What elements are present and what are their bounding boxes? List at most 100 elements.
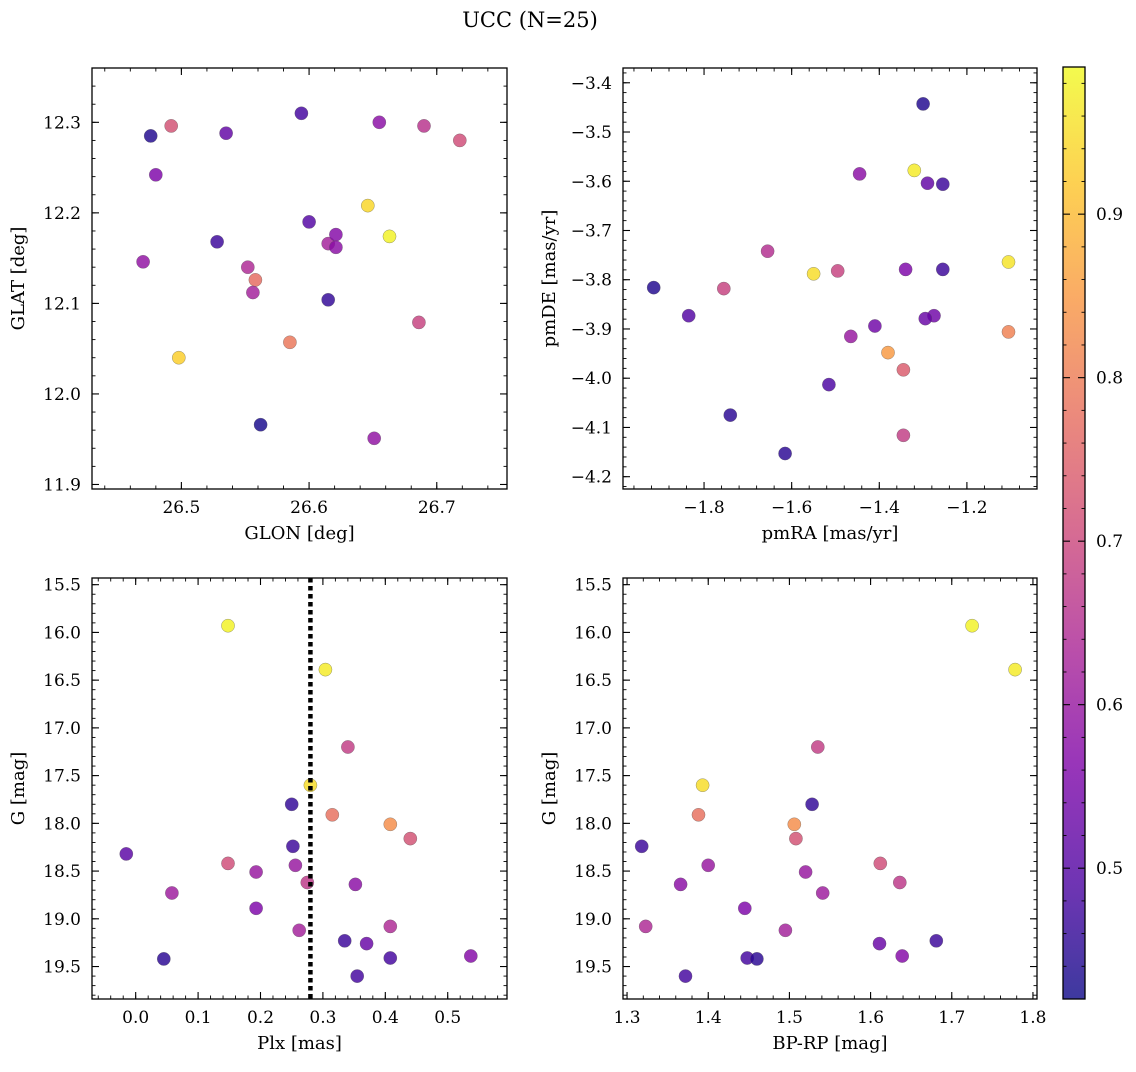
x-tick-label: 26.7 — [418, 498, 456, 518]
data-point — [638, 919, 653, 934]
x-axis-label: GLON [deg] — [244, 523, 354, 544]
y-tick-label: 19.5 — [574, 958, 612, 978]
data-point — [382, 229, 397, 244]
data-point — [329, 227, 343, 242]
y-tick-label: −3.4 — [571, 74, 612, 94]
data-point — [872, 936, 887, 951]
y-tick-label: −4.2 — [571, 468, 612, 488]
x-tick-label: −1.4 — [859, 498, 900, 518]
data-point — [360, 198, 375, 213]
data-point — [337, 933, 352, 948]
data-point — [716, 281, 731, 296]
y-tick-label: 17.5 — [574, 767, 612, 787]
data-point — [737, 901, 752, 916]
panel-3: 0.0 0.1 0.2 0.3 0.4 0.5 15.5 16.0 16.5 17.0 17.5 18… — [8, 576, 508, 1054]
data-point — [806, 266, 821, 281]
data-point — [678, 969, 693, 983]
x-tick-label: 26.6 — [290, 498, 328, 518]
x-tick-label: −1.2 — [946, 498, 987, 518]
y-tick-label: −3.8 — [571, 271, 612, 291]
data-point — [219, 126, 233, 141]
data-point — [1008, 662, 1022, 677]
data-point — [935, 177, 950, 192]
x-tick-label: 0.1 — [185, 1008, 212, 1028]
data-point — [321, 292, 336, 307]
data-point — [787, 817, 802, 832]
x-tick-label: −1.6 — [771, 498, 812, 518]
x-tick-label: 0.0 — [122, 1008, 149, 1028]
axes-frame — [91, 577, 508, 1000]
figure-title: UCC (N=25) — [462, 8, 598, 32]
data-point — [412, 315, 426, 330]
y-tick-label: 12.3 — [43, 113, 81, 133]
axes-frame — [622, 577, 1038, 1000]
data-point — [283, 335, 297, 350]
axes-frame — [622, 67, 1038, 490]
data-point — [403, 831, 418, 846]
y-tick-label: 16.5 — [43, 671, 81, 691]
data-point — [249, 901, 263, 916]
data-point — [691, 807, 706, 822]
data-point — [383, 951, 398, 965]
data-point — [372, 115, 387, 130]
data-point — [868, 319, 882, 333]
data-point — [789, 831, 803, 846]
y-axis-label: G [mag] — [539, 752, 560, 825]
data-point — [822, 377, 836, 392]
data-point — [695, 778, 710, 793]
x-tick-label: 0.2 — [247, 1008, 274, 1028]
data-point — [881, 345, 895, 360]
axes-frame — [91, 67, 508, 490]
y-tick-label: 12.1 — [43, 294, 81, 314]
data-point — [294, 106, 309, 121]
y-tick-label: −3.7 — [571, 221, 612, 241]
data-point — [778, 446, 792, 461]
y-tick-label: 19.0 — [574, 910, 612, 930]
data-point — [171, 350, 186, 365]
data-point — [221, 856, 235, 871]
colorbar-tick-label: 0.8 — [1096, 369, 1123, 389]
x-tick-label: 1.8 — [1019, 1008, 1046, 1028]
data-point — [156, 952, 171, 966]
colorbar-tick-label: 0.7 — [1096, 532, 1123, 552]
y-tick-label: 16.0 — [574, 623, 612, 643]
data-point — [246, 285, 260, 300]
data-point — [1001, 325, 1016, 339]
y-tick-label: −3.6 — [571, 172, 612, 192]
panel-1: 26.5 26.6 26.7 11.9 12.0 12.1 12.2 12.3 GLON [de… — [8, 67, 508, 544]
data-point — [240, 260, 255, 275]
y-axis-label: pmDE [mas/yr] — [539, 210, 560, 348]
data-point — [815, 886, 830, 900]
data-point — [292, 923, 307, 938]
data-point — [907, 163, 922, 178]
data-point — [253, 417, 268, 432]
y-tick-label: 18.5 — [43, 862, 81, 882]
data-point — [164, 119, 179, 133]
colorbar: 0.5 0.6 0.7 0.8 0.9 — [1062, 66, 1123, 1000]
panel-4: 1.3 1.4 1.5 1.6 1.7 1.8 15.5 16.0 16.5 17.0 17.5 18… — [539, 576, 1046, 1054]
x-tick-label: −1.8 — [683, 498, 724, 518]
data-point — [873, 856, 888, 871]
data-point — [119, 847, 134, 861]
data-point — [248, 273, 263, 287]
y-tick-label: 17.0 — [574, 719, 612, 739]
x-tick-label: 26.5 — [162, 498, 200, 518]
data-point — [148, 167, 163, 182]
y-tick-label: 11.9 — [43, 475, 81, 495]
data-point — [852, 167, 867, 181]
y-tick-label: 19.0 — [43, 910, 81, 930]
x-tick-label: 1.6 — [857, 1008, 884, 1028]
data-point — [383, 817, 398, 832]
data-point — [221, 618, 235, 633]
y-tick-label: 15.5 — [43, 576, 81, 596]
colorbar-tick-label: 0.5 — [1096, 859, 1123, 879]
data-point — [916, 97, 930, 111]
x-tick-label: 1.3 — [614, 1008, 641, 1028]
y-tick-label: 15.5 — [574, 576, 612, 596]
data-point — [452, 133, 467, 148]
data-point — [798, 865, 813, 879]
data-point — [249, 865, 263, 879]
data-point — [830, 264, 845, 278]
data-point — [136, 254, 150, 269]
data-point — [302, 215, 316, 229]
